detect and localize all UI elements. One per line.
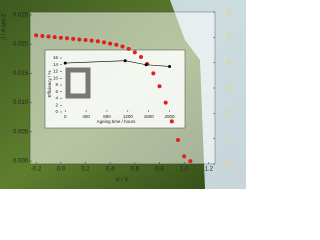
y-tick-label: 12 — [53, 69, 59, 74]
y2-tick-label: 2 — [227, 108, 232, 117]
chart: V / V J / A cm-2 Ageing time / hours Eff… — [0, 0, 246, 189]
x-tick-label: 400 — [82, 114, 90, 119]
point — [144, 63, 148, 67]
point — [188, 159, 193, 164]
inset-y-label: Efficiency / % — [47, 71, 52, 98]
point — [77, 37, 82, 42]
y-tick-label: 8 — [55, 82, 58, 87]
x-tick-label: 0.0 — [57, 167, 66, 173]
line — [65, 60, 170, 67]
x-tick-label: 1.0 — [180, 167, 189, 173]
y-label: J / A cm-2 — [2, 13, 8, 40]
y-tick-label: 0.020 — [13, 42, 29, 48]
y2-tick-label: 5 — [227, 32, 232, 41]
y2-tick-label: 1 — [227, 134, 232, 143]
x-tick-label: 0 — [64, 114, 67, 119]
point — [95, 39, 100, 44]
y-tick-label: 0.005 — [13, 129, 29, 135]
y-tick-label: 14 — [53, 62, 59, 67]
x-tick-label: 1600 — [144, 114, 155, 119]
x-label: V / V — [115, 178, 128, 184]
y2-tick-label: 4 — [227, 58, 232, 67]
point — [139, 55, 143, 60]
y-tick-label: 4 — [55, 96, 58, 101]
point — [102, 40, 106, 45]
y2-tick-label: 0 — [227, 159, 232, 168]
point — [46, 34, 51, 39]
y-tick-label: 0 — [55, 109, 58, 114]
x-tick-label: 800 — [103, 114, 111, 119]
point — [83, 38, 88, 43]
point — [89, 38, 94, 43]
point — [169, 119, 174, 124]
x-tick-label: 1.2 — [205, 167, 214, 173]
x-tick-label: 1200 — [123, 114, 134, 119]
y-tick-label: 2 — [55, 102, 58, 107]
point — [114, 42, 119, 47]
y-tick-label: 0.010 — [13, 100, 29, 106]
point — [182, 154, 187, 159]
point — [63, 61, 67, 65]
x-tick-label: 0.2 — [81, 167, 90, 173]
x-tick-label: 0.8 — [155, 167, 164, 173]
inset-x-label: Ageing time / hours — [97, 119, 137, 124]
page: V / V J / A cm-2 Ageing time / hours Eff… — [0, 0, 246, 189]
y-tick-label: 6 — [55, 89, 58, 94]
point — [34, 33, 39, 38]
y2-tick-label: 3 — [227, 83, 232, 92]
point — [52, 35, 57, 40]
point — [123, 59, 127, 63]
point — [168, 64, 172, 68]
y-tick-label: 0.025 — [13, 13, 29, 19]
point — [151, 71, 156, 76]
y-tick-label: 0.000 — [13, 159, 29, 165]
y-tick-label: 16 — [53, 55, 59, 60]
y-tick-label: 0.015 — [13, 71, 29, 77]
x-tick-label: 0.4 — [106, 167, 115, 173]
x-tick-label: 0.6 — [131, 167, 140, 173]
device-image — [65, 67, 91, 99]
point — [108, 41, 113, 46]
point — [163, 100, 168, 105]
point — [40, 33, 45, 38]
y2-tick-label: 6 — [227, 7, 232, 16]
point — [71, 36, 76, 41]
point — [126, 46, 131, 51]
x-tick-label: -0.2 — [31, 167, 42, 173]
point — [120, 44, 125, 49]
point — [65, 36, 69, 41]
y-tick-label: 10 — [53, 75, 59, 80]
x-tick-label: 2000 — [165, 114, 176, 119]
point — [157, 84, 162, 89]
point — [132, 50, 137, 55]
point — [176, 138, 180, 143]
point — [58, 35, 63, 40]
